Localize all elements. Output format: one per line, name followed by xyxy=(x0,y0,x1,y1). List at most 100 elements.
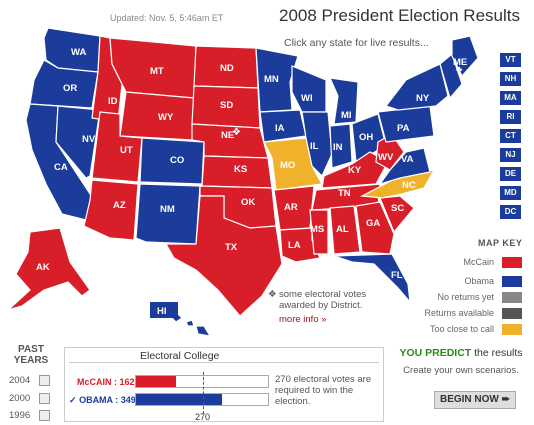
key-label-obama: Obama xyxy=(464,276,494,286)
predict-panel: YOU PREDICT the results Create your own … xyxy=(392,347,530,409)
state-me[interactable] xyxy=(451,35,479,78)
state-mn[interactable] xyxy=(255,47,299,113)
electoral-college-title: Electoral College xyxy=(140,350,220,362)
mccain-count: McCAIN : 162 xyxy=(77,377,135,387)
state-label-va: VA xyxy=(401,154,414,165)
state-label-nm: NM xyxy=(160,204,175,215)
state-tx[interactable] xyxy=(164,195,283,317)
state-mi[interactable] xyxy=(329,77,359,125)
state-il[interactable] xyxy=(301,111,333,178)
state-label-in: IN xyxy=(333,142,343,153)
state-sc[interactable] xyxy=(379,195,415,234)
state-box-ri[interactable]: RI xyxy=(500,110,521,124)
state-box-ct[interactable]: CT xyxy=(500,129,521,143)
majority-label: 270 xyxy=(195,412,211,422)
begin-now-button[interactable]: BEGIN NOW ➨ xyxy=(434,391,516,409)
past-years-title-2: YEARS xyxy=(13,355,49,366)
hi-label-box[interactable] xyxy=(150,302,178,318)
majority-note: 270 electoral votes are required to win … xyxy=(275,374,372,407)
state-label-al: AL xyxy=(336,224,349,235)
state-box-nh[interactable]: NH xyxy=(500,72,521,86)
state-label-ak: AK xyxy=(36,262,50,273)
state-new-england[interactable] xyxy=(439,52,463,100)
state-label-la: LA xyxy=(288,240,301,251)
electoral-college-panel: Electoral College McCAIN : 162 ✓ OBAMA :… xyxy=(64,347,384,422)
page-title: 2008 President Election Results xyxy=(279,6,520,25)
state-az[interactable] xyxy=(83,179,139,241)
state-label-wy: WY xyxy=(158,112,174,123)
mccain-bar xyxy=(136,376,176,387)
state-wy[interactable] xyxy=(119,91,195,141)
state-label-wv: WV xyxy=(378,152,394,163)
state-box-vt[interactable]: VT xyxy=(500,53,521,67)
obama-count: ✓ OBAMA : 349 xyxy=(69,395,136,406)
state-label-nd: ND xyxy=(220,63,234,74)
state-label-ne: NE xyxy=(221,130,234,141)
winner-check-icon: ✓ xyxy=(69,395,77,405)
predict-title-rest: the results xyxy=(471,347,523,359)
updated-timestamp: Updated: Nov. 5, 5:46am ET xyxy=(110,13,224,23)
state-va[interactable] xyxy=(378,147,431,186)
state-al[interactable] xyxy=(329,205,361,255)
state-label-mi: MI xyxy=(341,110,352,121)
district-icon: ❖ xyxy=(268,289,277,300)
state-ak[interactable] xyxy=(7,227,91,311)
state-label-ca: CA xyxy=(54,162,68,173)
year-label-2004: 2004 xyxy=(9,375,31,386)
click-hint: Click any state for live results... xyxy=(284,37,429,49)
majority-line xyxy=(203,372,204,414)
year-label-2000: 2000 xyxy=(9,393,31,404)
state-wi[interactable] xyxy=(291,65,327,113)
district-text: some electoral votes awarded by District… xyxy=(279,289,367,311)
state-label-sc: SC xyxy=(391,203,404,214)
past-years: PAST YEARS xyxy=(6,344,56,366)
state-nm[interactable] xyxy=(135,183,201,245)
state-label-id: ID xyxy=(108,96,118,107)
state-ny[interactable] xyxy=(385,63,449,111)
begin-now-label: BEGIN NOW xyxy=(439,394,499,405)
state-box-md[interactable]: MD xyxy=(500,186,521,200)
key-swatch-mccain xyxy=(502,257,522,268)
district-marker-ne: ❖ xyxy=(232,127,241,138)
state-box-ma[interactable]: MA xyxy=(500,91,521,105)
more-info-link[interactable]: more info » xyxy=(279,314,327,325)
state-box-dc[interactable]: DC xyxy=(500,205,521,219)
district-marker-me: ❖ xyxy=(455,65,463,75)
predict-title-bold: YOU PREDICT xyxy=(399,347,472,359)
state-box-nj[interactable]: NJ xyxy=(500,148,521,162)
state-label-pa: PA xyxy=(397,123,410,134)
past-years-title-1: PAST xyxy=(18,344,44,355)
state-fl[interactable] xyxy=(333,253,411,304)
state-ga[interactable] xyxy=(355,201,395,255)
state-label-il: IL xyxy=(310,141,319,152)
state-ms[interactable] xyxy=(309,209,329,255)
key-label-no-returns: No returns yet xyxy=(437,292,494,302)
state-in[interactable] xyxy=(329,123,353,169)
state-label-tn: TN xyxy=(338,188,351,199)
year-option-1996[interactable]: 1996 xyxy=(9,410,50,421)
year-option-2000[interactable]: 2000 xyxy=(9,393,50,404)
state-label-oh: OH xyxy=(359,132,373,143)
state-or[interactable] xyxy=(29,59,99,109)
year-checkbox-2000[interactable] xyxy=(39,393,50,404)
district-note: ❖ some electoral votes awarded by Distri… xyxy=(268,289,378,325)
arrow-right-icon: ➨ xyxy=(501,394,511,405)
map-key-title: MAP KEY xyxy=(478,238,523,248)
year-option-2004[interactable]: 2004 xyxy=(9,375,50,386)
state-label-co: CO xyxy=(170,155,184,166)
key-label-returns-available: Returns available xyxy=(424,308,494,318)
state-label-ny: NY xyxy=(416,93,430,104)
state-box-de[interactable]: DE xyxy=(500,167,521,181)
state-label-ok: OK xyxy=(241,197,255,208)
year-checkbox-1996[interactable] xyxy=(39,410,50,421)
year-checkbox-2004[interactable] xyxy=(39,375,50,386)
obama-count-label: OBAMA : 349 xyxy=(79,395,136,405)
state-label-ia: IA xyxy=(275,123,285,134)
state-label-tx: TX xyxy=(225,242,238,253)
state-label-or: OR xyxy=(63,83,77,94)
obama-bar xyxy=(136,394,222,405)
key-swatch-obama xyxy=(502,276,522,287)
small-states-list: VT NH MA RI CT NJ DE MD DC xyxy=(500,53,522,224)
obama-bar-track xyxy=(135,393,269,406)
